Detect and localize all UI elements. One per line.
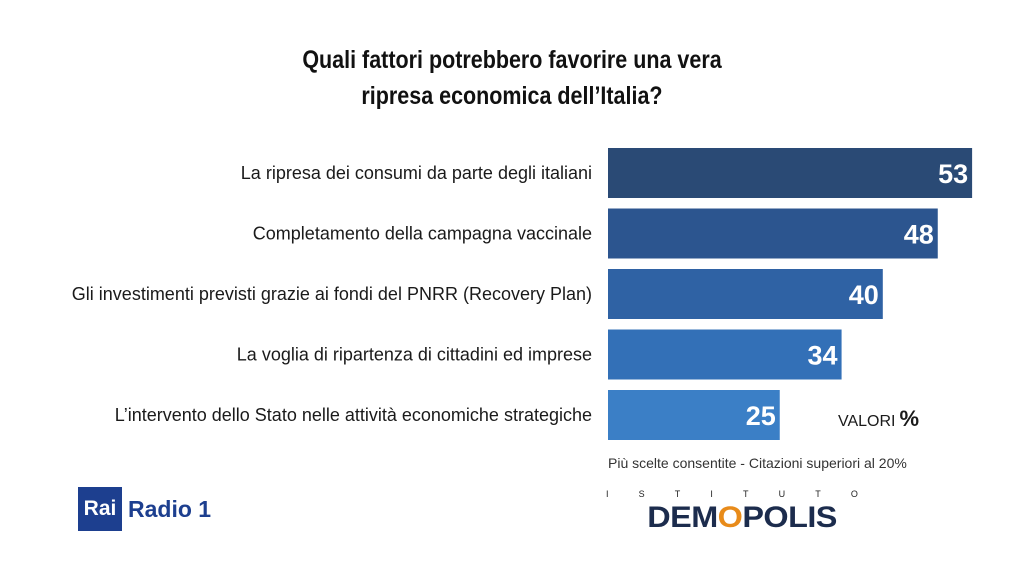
bar bbox=[608, 329, 842, 380]
istituto-letter: T bbox=[815, 489, 821, 499]
category-label: L’intervento dello Stato nelle attività … bbox=[115, 405, 592, 425]
rai-logo-box: Rai bbox=[78, 487, 122, 531]
chart-title-line-2: ripresa economica dell’Italia? bbox=[361, 82, 663, 110]
istituto-letter: I bbox=[710, 489, 713, 499]
radio1-logo-text: Radio 1 bbox=[128, 495, 212, 522]
value-label: 48 bbox=[904, 220, 934, 250]
unit-label: VALORI% bbox=[838, 406, 919, 432]
demopolis-logo: I S T I T U T O DEMOPOLIS bbox=[606, 489, 858, 535]
footnote: Più scelte consentite - Citazioni superi… bbox=[608, 455, 907, 471]
istituto-letter: I bbox=[606, 489, 609, 499]
bar bbox=[608, 269, 883, 319]
rai-radio1-logo: Rai Radio 1 bbox=[78, 487, 211, 531]
category-label: Gli investimenti previsti grazie ai fond… bbox=[72, 284, 592, 304]
unit-label-text: VALORI bbox=[838, 413, 896, 430]
istituto-letter: T bbox=[674, 489, 681, 499]
istituto-letter: O bbox=[850, 489, 858, 499]
demopolis-part: DEM bbox=[647, 501, 718, 534]
category-label: Completamento della campagna vaccinale bbox=[253, 224, 592, 244]
chart-title: Quali fattori potrebbero favorire una ve… bbox=[72, 42, 953, 114]
value-label: 34 bbox=[808, 341, 838, 371]
bar bbox=[608, 148, 973, 198]
value-label: 40 bbox=[849, 280, 879, 310]
istituto-letter: S bbox=[638, 489, 645, 499]
unit-percent-symbol: % bbox=[899, 406, 920, 431]
bar bbox=[608, 208, 938, 259]
category-label: La ripresa dei consumi da parte degli it… bbox=[241, 163, 592, 183]
chart-title-line-1: Quali fattori potrebbero favorire una ve… bbox=[302, 46, 722, 74]
demopolis-wordmark: DEMOPOLIS bbox=[606, 501, 878, 535]
istituto-letter: U bbox=[778, 489, 786, 499]
demopolis-part: POLIS bbox=[742, 501, 837, 534]
value-label: 53 bbox=[938, 159, 968, 189]
istituto-letter: T bbox=[743, 489, 749, 499]
demopolis-istituto: I S T I T U T O bbox=[606, 489, 858, 499]
bar bbox=[608, 390, 780, 440]
category-label: La voglia di ripartenza di cittadini ed … bbox=[237, 345, 592, 365]
demopolis-o: O bbox=[717, 501, 743, 534]
value-label: 25 bbox=[746, 401, 776, 431]
